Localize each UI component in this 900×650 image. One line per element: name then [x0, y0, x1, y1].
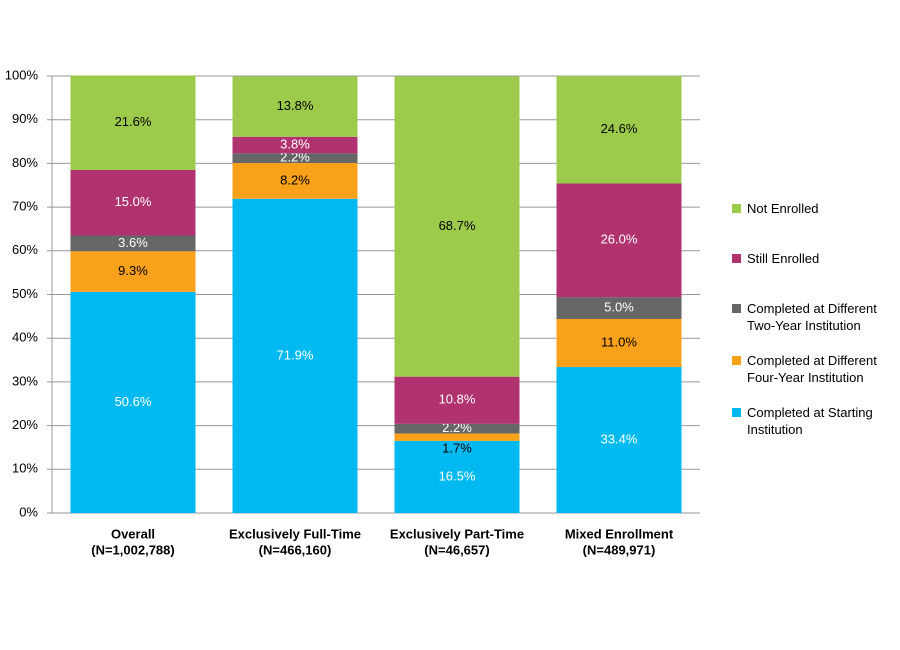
- x-tick-label: Mixed Enrollment: [565, 526, 674, 541]
- y-tick-label: 70%: [12, 199, 38, 214]
- bar-segment: [556, 367, 682, 513]
- bar-segment: [556, 318, 682, 368]
- value-label: 33.4%: [601, 431, 638, 446]
- x-tick-label: (N=489,971): [583, 542, 656, 557]
- legend-swatch: [732, 204, 741, 213]
- value-label: 15.0%: [115, 194, 152, 209]
- legend-item: Completed at Different Four-Year Institu…: [732, 352, 897, 386]
- value-label: 9.3%: [118, 263, 148, 278]
- value-label: 24.6%: [601, 121, 638, 136]
- legend-label: Not Enrolled: [747, 201, 819, 216]
- value-label: 5.0%: [604, 299, 634, 314]
- bar-segment: [394, 376, 520, 424]
- y-tick-label: 20%: [12, 417, 38, 432]
- bar-segment: [70, 169, 196, 236]
- bar-segment: [556, 76, 682, 184]
- bar-segment: [70, 251, 196, 292]
- bar-segment: [70, 291, 196, 513]
- bar-segment: [394, 440, 520, 513]
- value-label: 71.9%: [277, 347, 314, 362]
- legend-item: Not Enrolled: [732, 200, 897, 217]
- value-label: 68.7%: [439, 218, 476, 233]
- y-tick-label: 40%: [12, 330, 38, 345]
- bar-segment: [232, 136, 358, 154]
- value-label: 3.6%: [118, 235, 148, 250]
- y-tick-label: 100%: [5, 67, 39, 82]
- value-label: 26.0%: [601, 232, 638, 247]
- legend-swatch: [732, 254, 741, 263]
- y-tick-label: 90%: [12, 111, 38, 126]
- legend-swatch: [732, 304, 741, 313]
- value-label: 8.2%: [280, 172, 310, 187]
- value-label: 3.8%: [280, 136, 310, 151]
- y-tick-label: 30%: [12, 373, 38, 388]
- value-label: 1.7%: [442, 440, 472, 455]
- x-tick-label: Exclusively Part-Time: [390, 526, 524, 541]
- bar-segment: [556, 297, 682, 319]
- bar-segment: [232, 153, 358, 163]
- x-tick-label: Overall: [111, 526, 155, 541]
- bar-segment: [394, 433, 520, 441]
- y-tick-label: 0%: [19, 504, 38, 519]
- value-label: 16.5%: [439, 468, 476, 483]
- x-tick-label: (N=1,002,788): [91, 542, 174, 557]
- bar-segment: [394, 423, 520, 434]
- legend-item: Completed at Starting Institution: [732, 404, 897, 438]
- bar-segment: [70, 75, 196, 170]
- bar-segment: [556, 183, 682, 298]
- legend-label: Completed at Starting Institution: [747, 405, 873, 437]
- bar-segment: [394, 76, 520, 377]
- legend-label: Still Enrolled: [747, 251, 820, 266]
- value-label: 11.0%: [601, 334, 637, 349]
- y-tick-label: 80%: [12, 155, 38, 170]
- value-label: 21.6%: [115, 114, 152, 129]
- legend-swatch: [732, 408, 741, 417]
- bar-segment: [232, 162, 358, 199]
- value-label: 10.8%: [439, 392, 476, 407]
- x-tick-label: (N=466,160): [259, 542, 332, 557]
- legend-item: Completed at Different Two-Year Institut…: [732, 300, 897, 334]
- bar-segment: [70, 235, 196, 252]
- bar-segment: [232, 76, 358, 137]
- legend-item: Still Enrolled: [732, 250, 897, 267]
- bar-segment: [232, 198, 358, 513]
- y-tick-label: 10%: [12, 461, 38, 476]
- y-tick-label: 60%: [12, 242, 38, 257]
- legend-swatch: [732, 356, 741, 365]
- y-tick-label: 50%: [12, 286, 38, 301]
- legend-label: Completed at Different Two-Year Institut…: [747, 301, 877, 333]
- value-label: 50.6%: [115, 394, 152, 409]
- x-tick-label: (N=46,657): [424, 542, 489, 557]
- legend-label: Completed at Different Four-Year Institu…: [747, 353, 877, 385]
- x-tick-label: Exclusively Full-Time: [229, 526, 361, 541]
- value-label: 13.8%: [277, 98, 314, 113]
